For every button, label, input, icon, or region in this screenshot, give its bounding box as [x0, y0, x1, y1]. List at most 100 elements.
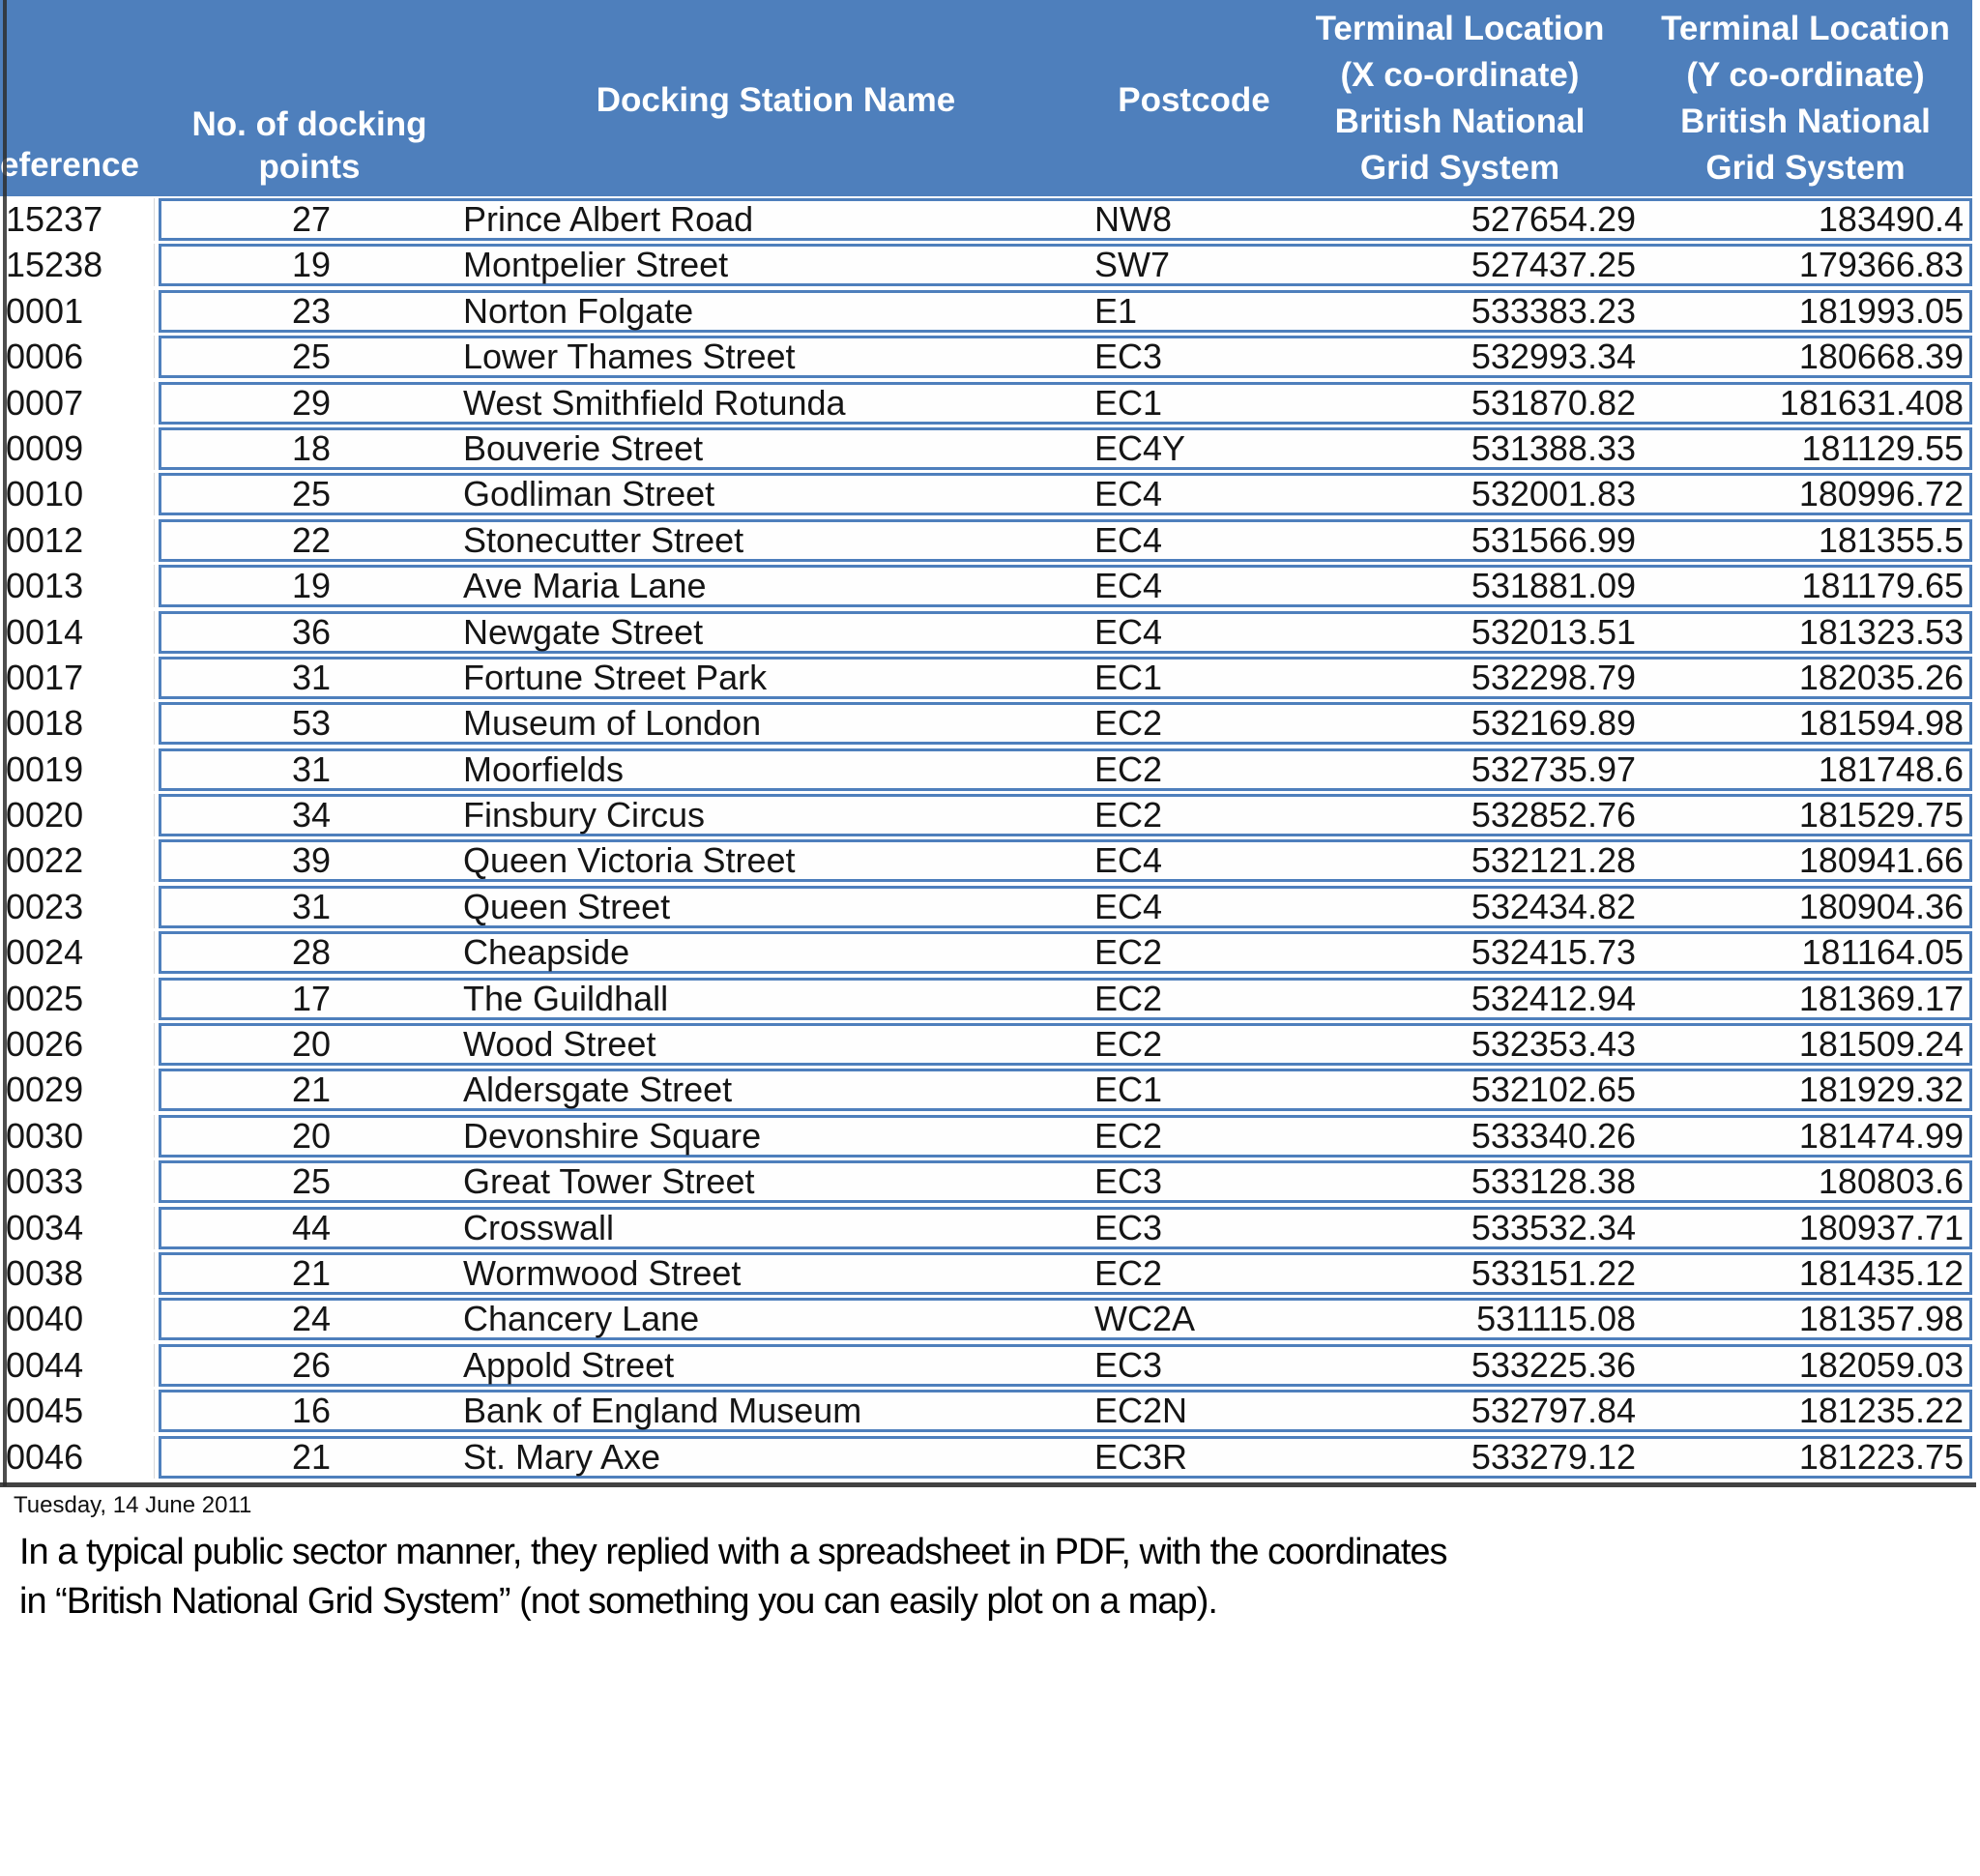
cell-station-name: Lower Thames Street [463, 337, 796, 377]
cell-docking-points: 22 [291, 519, 332, 560]
cell-x-coordinate: 531566.99 [1470, 519, 1636, 560]
cell-reference: 15237 [0, 198, 155, 241]
cell-y-coordinate: 181323.53 [1798, 611, 1964, 652]
slide-caption: In a typical public sector manner, they … [19, 1528, 1953, 1627]
cell-reference: 15238 [0, 244, 155, 287]
cell-docking-points: 29 [291, 382, 332, 423]
cell-station-name: Godliman Street [463, 474, 715, 514]
cell-x-coordinate: 532993.34 [1470, 337, 1636, 377]
row-box: 17 The Guildhall EC2 532412.94 181369.17 [159, 977, 1972, 1020]
cell-x-coordinate: 533225.36 [1470, 1344, 1636, 1385]
cell-postcode: EC2 [1094, 932, 1163, 973]
row-box: 44 Crosswall EC3 533532.34 180937.71 [159, 1206, 1972, 1249]
cell-docking-points: 27 [291, 199, 332, 239]
cell-docking-points: 20 [291, 1115, 332, 1156]
cell-reference: 0017 [0, 656, 155, 699]
cell-y-coordinate: 182035.26 [1798, 657, 1964, 697]
cell-reference: 0025 [0, 977, 155, 1020]
cell-y-coordinate: 181529.75 [1798, 795, 1964, 835]
cell-station-name: Chancery Lane [463, 1299, 700, 1339]
cell-reference: 0024 [0, 931, 155, 975]
cell-station-name: Wood Street [463, 1024, 656, 1065]
cell-postcode: EC3 [1094, 1207, 1163, 1247]
table-body: 15237 27 Prince Albert Road NW8 527654.2… [0, 198, 1972, 1481]
cell-reference: 0007 [0, 381, 155, 425]
caption-line-2: in “British National Grid System” (not s… [19, 1581, 1218, 1622]
cell-x-coordinate: 532797.84 [1470, 1391, 1636, 1431]
cell-docking-points: 34 [291, 795, 332, 835]
row-box: 22 Stonecutter Street EC4 531566.99 1813… [159, 518, 1972, 562]
cell-reference: 0019 [0, 747, 155, 791]
cell-y-coordinate: 181594.98 [1798, 703, 1964, 744]
cell-station-name: Prince Albert Road [463, 199, 754, 239]
cell-x-coordinate: 533128.38 [1470, 1161, 1636, 1202]
cell-docking-points: 24 [291, 1299, 332, 1339]
cell-reference: 0020 [0, 794, 155, 837]
cell-y-coordinate: 179366.83 [1798, 245, 1964, 285]
cell-postcode: EC4 [1094, 566, 1163, 606]
cell-docking-points: 31 [291, 886, 332, 926]
row-box: 29 West Smithfield Rotunda EC1 531870.82… [159, 381, 1972, 425]
cell-y-coordinate: 183490.4 [1818, 199, 1964, 239]
cell-y-coordinate: 180803.6 [1818, 1161, 1964, 1202]
cell-postcode: EC4 [1094, 840, 1163, 881]
table-row: 0038 21 Wormwood Street EC2 533151.22 18… [0, 1251, 1972, 1295]
cell-station-name: Moorfields [463, 748, 625, 789]
cell-station-name: Queen Street [463, 886, 671, 926]
row-box: 31 Fortune Street Park EC1 532298.79 182… [159, 656, 1972, 699]
cell-x-coordinate: 531870.82 [1470, 382, 1636, 423]
table-row: 0044 26 Appold Street EC3 533225.36 1820… [0, 1343, 1972, 1387]
cell-station-name: Devonshire Square [463, 1115, 762, 1156]
cell-y-coordinate: 181235.22 [1798, 1391, 1964, 1431]
cell-x-coordinate: 532298.79 [1470, 657, 1636, 697]
cell-reference: 0022 [0, 839, 155, 883]
table-row: 0024 28 Cheapside EC2 532415.73 181164.0… [0, 931, 1972, 975]
header-station-name: Docking Station Name [596, 81, 956, 119]
row-box: 27 Prince Albert Road NW8 527654.29 1834… [159, 198, 1972, 241]
cell-x-coordinate: 532013.51 [1470, 611, 1636, 652]
cell-reference: 0044 [0, 1343, 155, 1387]
cell-station-name: Montpelier Street [463, 245, 729, 285]
cell-station-name: Crosswall [463, 1207, 615, 1247]
cell-docking-points: 21 [291, 1252, 332, 1293]
cell-station-name: Fortune Street Park [463, 657, 768, 697]
cell-x-coordinate: 532735.97 [1470, 748, 1636, 789]
cell-docking-points: 25 [291, 1161, 332, 1202]
cell-postcode: E1 [1094, 290, 1138, 331]
cell-reference: 0038 [0, 1251, 155, 1295]
header-x-coordinate: Terminal Location (X co-ordinate) Britis… [1315, 10, 1605, 187]
row-box: 25 Great Tower Street EC3 533128.38 1808… [159, 1160, 1972, 1204]
table-row: 0030 20 Devonshire Square EC2 533340.26 … [0, 1114, 1972, 1158]
cell-x-coordinate: 527437.25 [1470, 245, 1636, 285]
row-box: 39 Queen Victoria Street EC4 532121.28 1… [159, 839, 1972, 883]
row-box: 23 Norton Folgate E1 533383.23 181993.05 [159, 289, 1972, 333]
cell-docking-points: 53 [291, 703, 332, 744]
cell-x-coordinate: 527654.29 [1470, 199, 1636, 239]
cell-x-coordinate: 532121.28 [1470, 840, 1636, 881]
row-box: 53 Museum of London EC2 532169.89 181594… [159, 702, 1972, 746]
cell-station-name: Queen Victoria Street [463, 840, 796, 881]
table-row: 0026 20 Wood Street EC2 532353.43 181509… [0, 1023, 1972, 1067]
cell-postcode: EC1 [1094, 1070, 1163, 1110]
cell-reference: 0013 [0, 565, 155, 608]
row-box: 24 Chancery Lane WC2A 531115.08 181357.9… [159, 1298, 1972, 1341]
row-box: 26 Appold Street EC3 533225.36 182059.03 [159, 1343, 1972, 1387]
cell-station-name: St. Mary Axe [463, 1436, 661, 1477]
cell-postcode: EC3 [1094, 1161, 1163, 1202]
cell-docking-points: 39 [291, 840, 332, 881]
table-row: 0017 31 Fortune Street Park EC1 532298.7… [0, 656, 1972, 699]
row-box: 34 Finsbury Circus EC2 532852.76 181529.… [159, 794, 1972, 837]
cell-docking-points: 25 [291, 474, 332, 514]
cell-y-coordinate: 180941.66 [1798, 840, 1964, 881]
cell-reference: 0009 [0, 426, 155, 470]
cell-y-coordinate: 181369.17 [1798, 978, 1964, 1018]
table-row: 15237 27 Prince Albert Road NW8 527654.2… [0, 198, 1972, 241]
cell-y-coordinate: 181929.32 [1798, 1070, 1964, 1110]
cell-docking-points: 19 [291, 245, 332, 285]
cell-docking-points: 28 [291, 932, 332, 973]
cell-station-name: Ave Maria Lane [463, 566, 707, 606]
row-box: 28 Cheapside EC2 532415.73 181164.05 [159, 931, 1972, 975]
cell-y-coordinate: 181993.05 [1798, 290, 1964, 331]
cell-docking-points: 19 [291, 566, 332, 606]
row-box: 31 Moorfields EC2 532735.97 181748.6 [159, 747, 1972, 791]
